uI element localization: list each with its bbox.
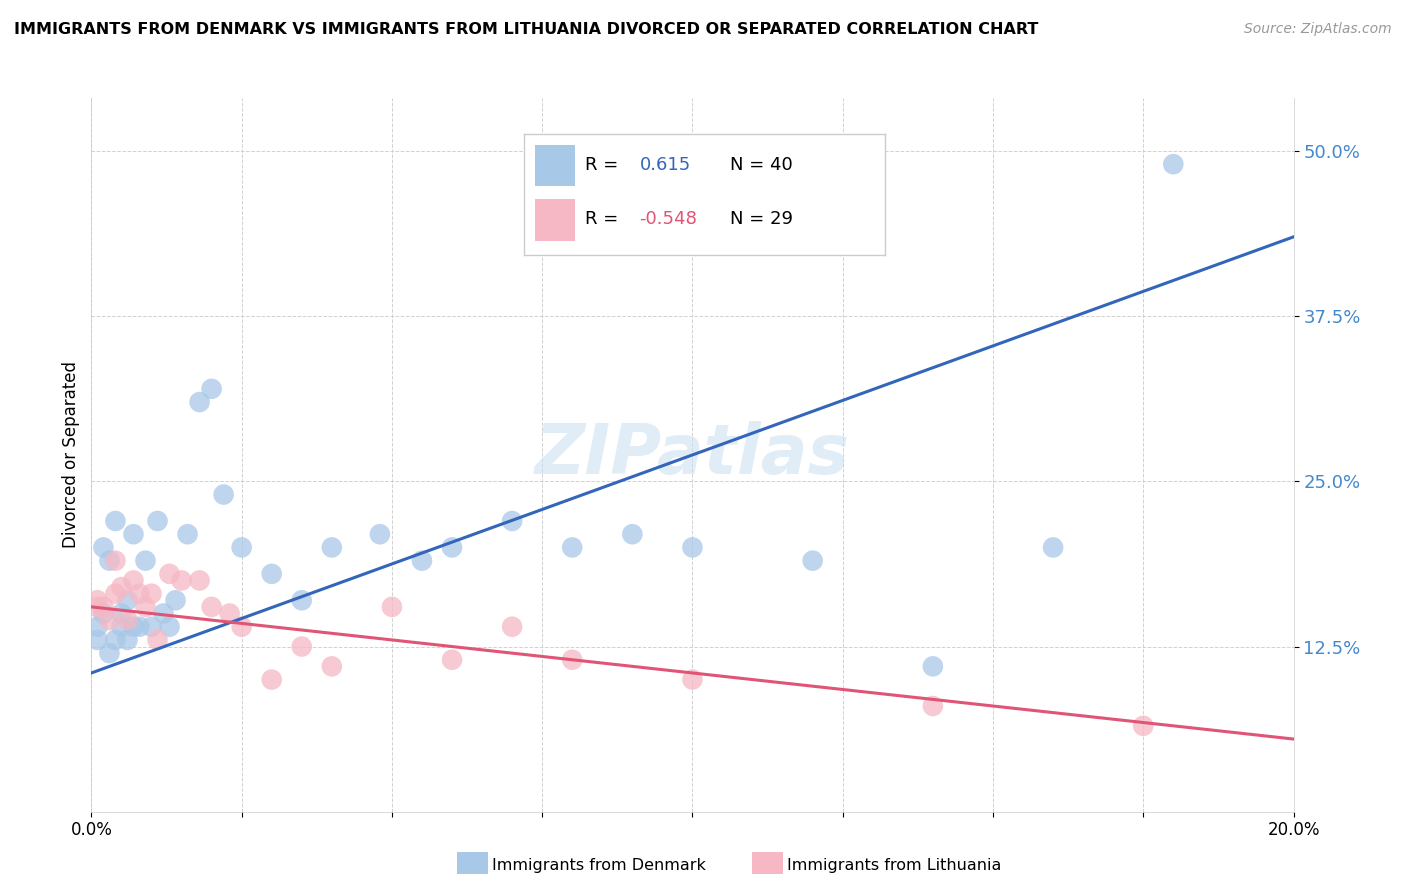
Point xyxy=(104,514,127,528)
Text: Immigrants from Lithuania: Immigrants from Lithuania xyxy=(787,858,1001,872)
Point xyxy=(134,554,156,568)
Point xyxy=(159,620,181,634)
Point xyxy=(501,620,523,634)
Point xyxy=(321,659,343,673)
Point xyxy=(291,640,314,654)
Point xyxy=(93,541,115,555)
Text: N = 40: N = 40 xyxy=(730,156,793,174)
Point xyxy=(440,653,463,667)
Point xyxy=(141,587,163,601)
Point xyxy=(122,527,145,541)
Point xyxy=(260,566,283,581)
Point xyxy=(146,632,169,647)
Point xyxy=(381,599,404,614)
Point xyxy=(104,632,127,647)
Point xyxy=(141,620,163,634)
Point xyxy=(218,607,240,621)
Point xyxy=(321,541,343,555)
Point xyxy=(231,620,253,634)
Point xyxy=(1042,541,1064,555)
Point xyxy=(110,607,132,621)
Text: R =: R = xyxy=(585,156,624,174)
Point xyxy=(152,607,174,621)
Text: IMMIGRANTS FROM DENMARK VS IMMIGRANTS FROM LITHUANIA DIVORCED OR SEPARATED CORRE: IMMIGRANTS FROM DENMARK VS IMMIGRANTS FR… xyxy=(14,22,1039,37)
Text: 0.615: 0.615 xyxy=(640,156,690,174)
Point xyxy=(104,587,127,601)
Point xyxy=(411,554,433,568)
Text: N = 29: N = 29 xyxy=(730,210,793,227)
Point xyxy=(561,541,583,555)
Point xyxy=(201,382,224,396)
Point xyxy=(170,574,193,588)
Point xyxy=(212,487,235,501)
Point xyxy=(117,613,139,627)
Point xyxy=(122,620,145,634)
Y-axis label: Divorced or Separated: Divorced or Separated xyxy=(62,361,80,549)
Point xyxy=(110,580,132,594)
Point xyxy=(146,514,169,528)
Text: Immigrants from Denmark: Immigrants from Denmark xyxy=(492,858,706,872)
Point xyxy=(93,607,115,621)
Point xyxy=(561,653,583,667)
Point xyxy=(201,599,224,614)
Point xyxy=(86,593,108,607)
Point xyxy=(188,395,211,409)
Text: R =: R = xyxy=(585,210,624,227)
Point xyxy=(922,698,945,713)
Point xyxy=(117,593,139,607)
Point xyxy=(128,587,150,601)
Bar xyxy=(534,145,575,186)
Point xyxy=(440,541,463,555)
Point xyxy=(188,574,211,588)
Point xyxy=(681,673,703,687)
Point xyxy=(165,593,187,607)
Point xyxy=(801,554,824,568)
Point xyxy=(98,646,121,660)
Point xyxy=(86,632,108,647)
Point xyxy=(1161,157,1184,171)
Point xyxy=(159,566,181,581)
Point xyxy=(117,632,139,647)
Point xyxy=(93,599,115,614)
Point xyxy=(260,673,283,687)
Point xyxy=(98,554,121,568)
Point xyxy=(1132,719,1154,733)
Point xyxy=(134,599,156,614)
Point xyxy=(922,659,945,673)
Text: Source: ZipAtlas.com: Source: ZipAtlas.com xyxy=(1244,22,1392,37)
Point xyxy=(501,514,523,528)
Point xyxy=(110,620,132,634)
Point xyxy=(98,613,121,627)
Bar xyxy=(534,199,575,241)
Point xyxy=(128,620,150,634)
Text: -0.548: -0.548 xyxy=(640,210,697,227)
Point xyxy=(104,554,127,568)
Point xyxy=(621,527,644,541)
Point xyxy=(291,593,314,607)
Point xyxy=(681,541,703,555)
Point xyxy=(122,574,145,588)
Point xyxy=(176,527,198,541)
Point xyxy=(368,527,391,541)
Text: ZIPatlas: ZIPatlas xyxy=(534,421,851,489)
Point xyxy=(86,620,108,634)
Point xyxy=(231,541,253,555)
Point xyxy=(86,599,108,614)
